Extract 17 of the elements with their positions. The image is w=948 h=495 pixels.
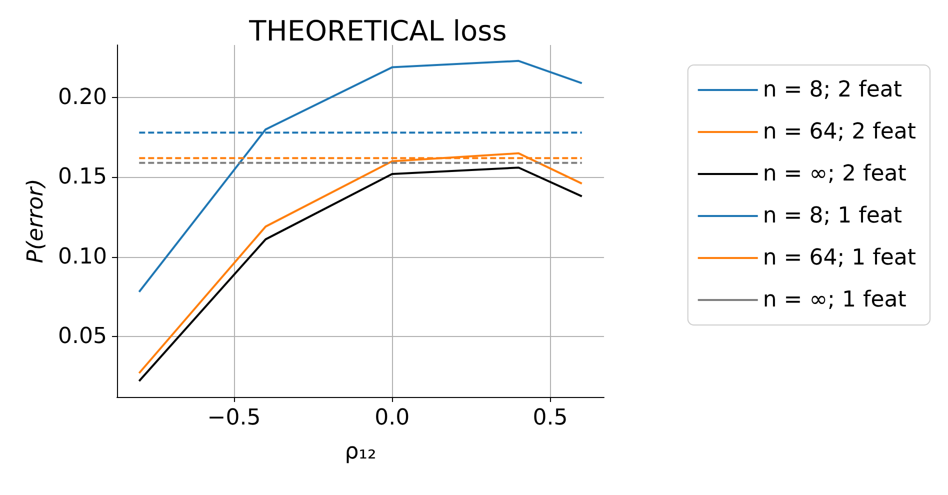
legend-label: n = ∞; 2 feat [762, 162, 907, 186]
y-tick-label: 0.15 [58, 164, 107, 190]
y-tick-label: 0.05 [58, 324, 107, 349]
legend-label: n = 8; 1 feat [762, 204, 902, 228]
x-tick-label: 0.5 [532, 406, 568, 430]
y-axis-title: P(error) [24, 178, 48, 264]
line-series [138, 60, 583, 293]
y-tick-label: 0.10 [58, 244, 107, 270]
legend-label: n = ∞; 1 feat [762, 288, 907, 312]
legend-label: n = 64; 1 feat [762, 246, 916, 270]
legend-label: n = 64; 2 feat [762, 120, 916, 144]
x-axis-title: ρ₁₂ [344, 440, 376, 464]
x-tick-label: −0.5 [207, 406, 261, 430]
chart-title: THEORETICAL loss [248, 14, 507, 48]
x-tick-label: 0.0 [374, 406, 410, 430]
legend-label: n = 8; 2 feat [762, 78, 902, 102]
y-tick-label: 0.20 [58, 85, 107, 110]
